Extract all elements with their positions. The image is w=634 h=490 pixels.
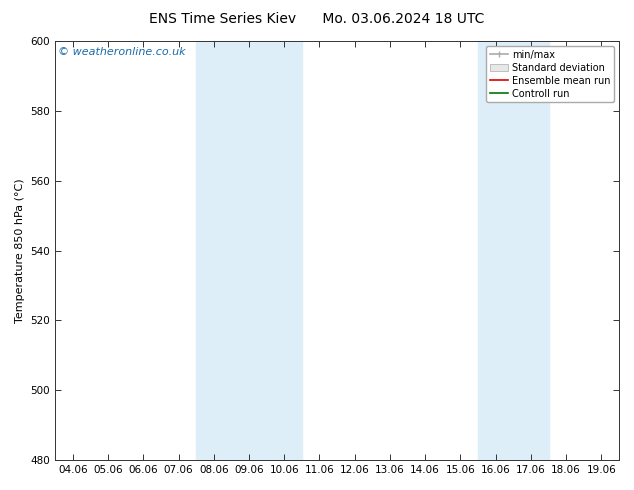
Legend: min/max, Standard deviation, Ensemble mean run, Controll run: min/max, Standard deviation, Ensemble me… [486,46,614,102]
Bar [196,41,302,460]
Bar [478,41,548,460]
Text: ENS Time Series Kiev      Mo. 03.06.2024 18 UTC: ENS Time Series Kiev Mo. 03.06.2024 18 U… [150,12,484,26]
Text: © weatheronline.co.uk: © weatheronline.co.uk [58,48,186,57]
Y-axis label: Temperature 850 hPa (°C): Temperature 850 hPa (°C) [15,178,25,323]
